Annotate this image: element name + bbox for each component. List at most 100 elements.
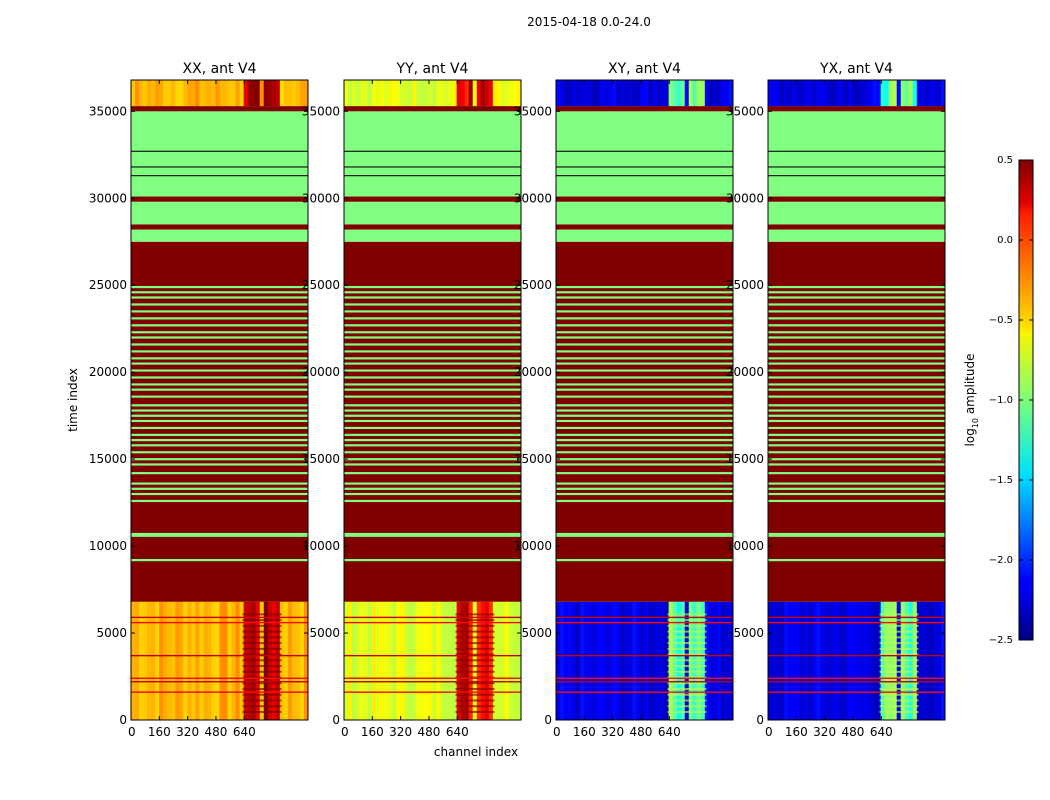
heatmap-cell [636,601,642,720]
heatmap-cell [488,80,494,107]
flag-stripe [556,482,733,485]
heatmap-cell [664,80,670,107]
flag-stripe [556,444,733,447]
flag-stripe [131,499,308,503]
flag-stripe [556,296,733,299]
y-tick-label: 10000 [302,539,340,553]
x-tick-label: 320 [176,725,199,739]
heatmap-cell [279,80,285,107]
heatmap-cell [848,80,854,107]
heatmap-cell [195,80,200,107]
y-tick-label: 15000 [302,452,340,466]
flag-line [768,166,945,168]
y-tick-label: 5000 [733,626,764,640]
heatmap-cell [580,80,585,107]
heatmap-cell [452,601,458,720]
heatmap-cell [191,601,196,720]
flag-stripe [344,324,521,327]
flag-stripe [768,482,945,485]
heatmap-cell [388,80,393,107]
heatmap-cell [632,80,638,107]
flag-stripe [131,433,308,436]
heatmap-cell [464,80,470,107]
heatmap-cell [516,80,521,107]
heatmap-cell [768,601,773,720]
heatmap-band [242,613,282,616]
heatmap-cell [652,601,658,720]
heatmap-band [455,613,495,616]
heatmap-band [242,647,282,650]
heatmap-band [242,624,282,627]
heatmap-cell [440,80,446,107]
heatmap-cell [560,601,565,720]
flag-stripe [768,350,945,353]
heatmap-block [344,201,521,225]
heatmap-band [455,653,495,656]
heatmap-cell [259,80,265,107]
y-tick-label: 0 [332,713,340,727]
heatmap-cell [688,80,694,107]
flag-line [131,681,308,683]
heatmap-block [556,196,733,202]
heatmap-cell [376,601,381,720]
heatmap-cell [219,80,225,107]
heatmap-cell [772,80,777,107]
heatmap-cell [291,80,297,107]
flag-stripe [556,310,733,313]
heatmap-cell [171,80,176,107]
heatmap-band [455,693,495,696]
heatmap-cell [724,601,730,720]
heatmap-cell [820,80,825,107]
heatmap-cell [231,80,237,107]
heatmap-cell [640,601,646,720]
panel-image [556,80,733,720]
flag-stripe [556,317,733,320]
heatmap-cell [720,80,726,107]
heatmap-cell [372,601,377,720]
flag-line [344,621,521,624]
heatmap-cell [175,80,180,107]
heatmap-cell [436,601,442,720]
heatmap-cell [796,80,801,107]
flag-stripe [556,343,733,346]
heatmap-cell [412,80,418,107]
panel-title: XY, ant V4 [608,61,681,77]
flag-stripe [556,492,733,496]
heatmap-cell [728,80,733,107]
heatmap-cell [576,80,581,107]
flag-stripe [556,388,733,391]
flag-stripe [344,492,521,496]
heatmap-cell [420,601,426,720]
heatmap-cell [840,80,846,107]
flag-stripe [768,414,945,417]
flag-stripe [131,472,308,475]
heatmap-cell [492,80,498,107]
heatmap-band [242,676,282,679]
heatmap-cell [155,601,160,720]
heatmap-cell [416,80,422,107]
heatmap-cell [251,80,257,107]
heatmap-cell [219,601,225,720]
flag-stripe [344,285,521,289]
heatmap-cell [504,80,510,107]
y-tick-label: 0 [756,713,764,727]
flag-stripe [556,409,733,412]
heatmap-cell [368,601,373,720]
heatmap-cell [303,80,308,107]
flag-stripe [131,350,308,353]
flag-stripe [344,487,521,490]
flag-line [131,166,308,168]
heatmap-cell [616,601,621,720]
heatmap-block [556,229,733,242]
heatmap-cell [568,80,573,107]
heatmap-cell [472,80,478,107]
heatmap-cell [776,601,781,720]
panel-0: XX, ant V4 0 5000 10000 15000 20000 25000 30000… [89,61,309,739]
flag-stripe [131,324,308,327]
flag-stripe [131,343,308,346]
heatmap-cell [247,80,253,107]
y-tick-label: 35000 [514,104,552,118]
heatmap-cell [400,601,405,720]
heatmap-cell [816,80,821,107]
